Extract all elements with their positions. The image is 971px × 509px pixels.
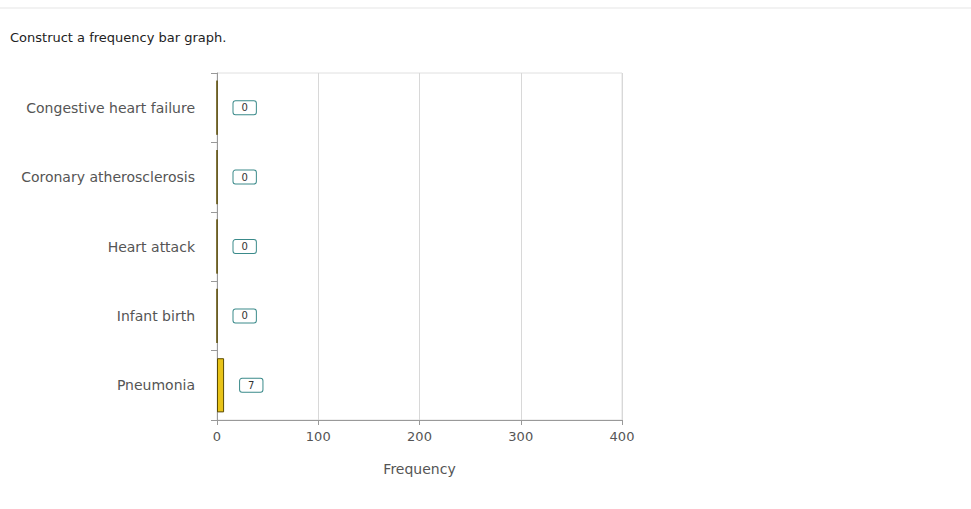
svg-text:0: 0 [213, 429, 221, 444]
svg-text:200: 200 [407, 429, 432, 444]
svg-text:100: 100 [306, 429, 331, 444]
svg-text:Infant birth: Infant birth [117, 308, 195, 324]
svg-text:0: 0 [242, 310, 248, 321]
svg-text:400: 400 [610, 429, 635, 444]
svg-text:Coronary atherosclerosis: Coronary atherosclerosis [21, 169, 195, 185]
svg-text:Construct a frequency bar grap: Construct a frequency bar graph. [10, 30, 226, 45]
svg-text:Pneumonia: Pneumonia [117, 377, 195, 393]
svg-text:300: 300 [508, 429, 533, 444]
svg-text:Heart attack: Heart attack [108, 239, 196, 255]
svg-text:0: 0 [242, 241, 248, 252]
svg-text:Frequency: Frequency [383, 461, 455, 477]
svg-text:0: 0 [242, 102, 248, 113]
svg-text:0: 0 [242, 172, 248, 183]
svg-text:7: 7 [248, 380, 254, 391]
svg-text:Congestive heart failure: Congestive heart failure [26, 100, 195, 116]
